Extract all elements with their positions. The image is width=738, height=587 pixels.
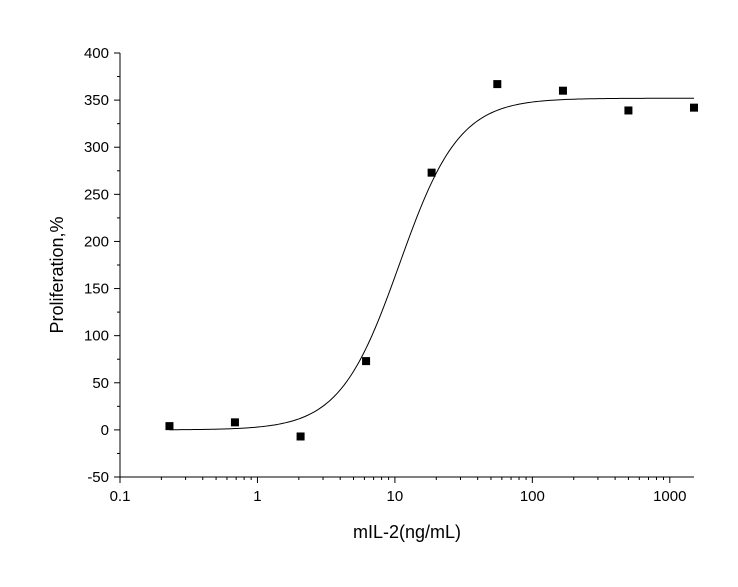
- y-tick-label: 300: [84, 139, 109, 156]
- y-tick-label: 150: [84, 281, 109, 298]
- x-tick-label: 1: [253, 488, 261, 505]
- data-point: [165, 422, 174, 431]
- tick-labels: -50 0 50 100 150 200 250 300 350 400 0.1 1 10 100 1000: [84, 45, 687, 505]
- x-tick-label: 1000: [653, 488, 686, 505]
- data-point: [624, 106, 633, 115]
- data-point: [362, 357, 371, 366]
- axes: [119, 53, 694, 478]
- x-tick-label: 10: [387, 488, 404, 505]
- data-point: [493, 80, 502, 89]
- x-tick-label: 0.1: [110, 488, 131, 505]
- x-tick-label: 100: [520, 488, 545, 505]
- y-tick-label: 50: [92, 375, 109, 392]
- tick-marks: [114, 52, 671, 483]
- fit-curve: [169, 97, 695, 431]
- y-tick-label: -50: [87, 469, 109, 486]
- data-point: [558, 86, 567, 95]
- data-point: [230, 418, 239, 427]
- data-point: [427, 168, 436, 177]
- y-tick-label: 100: [84, 328, 109, 345]
- y-tick-label: 250: [84, 186, 109, 203]
- data-point: [296, 432, 305, 441]
- y-tick-label: 400: [84, 45, 109, 62]
- data-points: [165, 80, 698, 441]
- y-tick-label: 350: [84, 92, 109, 109]
- y-tick-label: 200: [84, 233, 109, 250]
- data-point: [690, 103, 698, 112]
- x-axis-title: mIL-2(ng/mL): [353, 522, 461, 542]
- y-tick-label: 0: [101, 422, 109, 439]
- y-axis-title: Proliferation,%: [47, 216, 67, 333]
